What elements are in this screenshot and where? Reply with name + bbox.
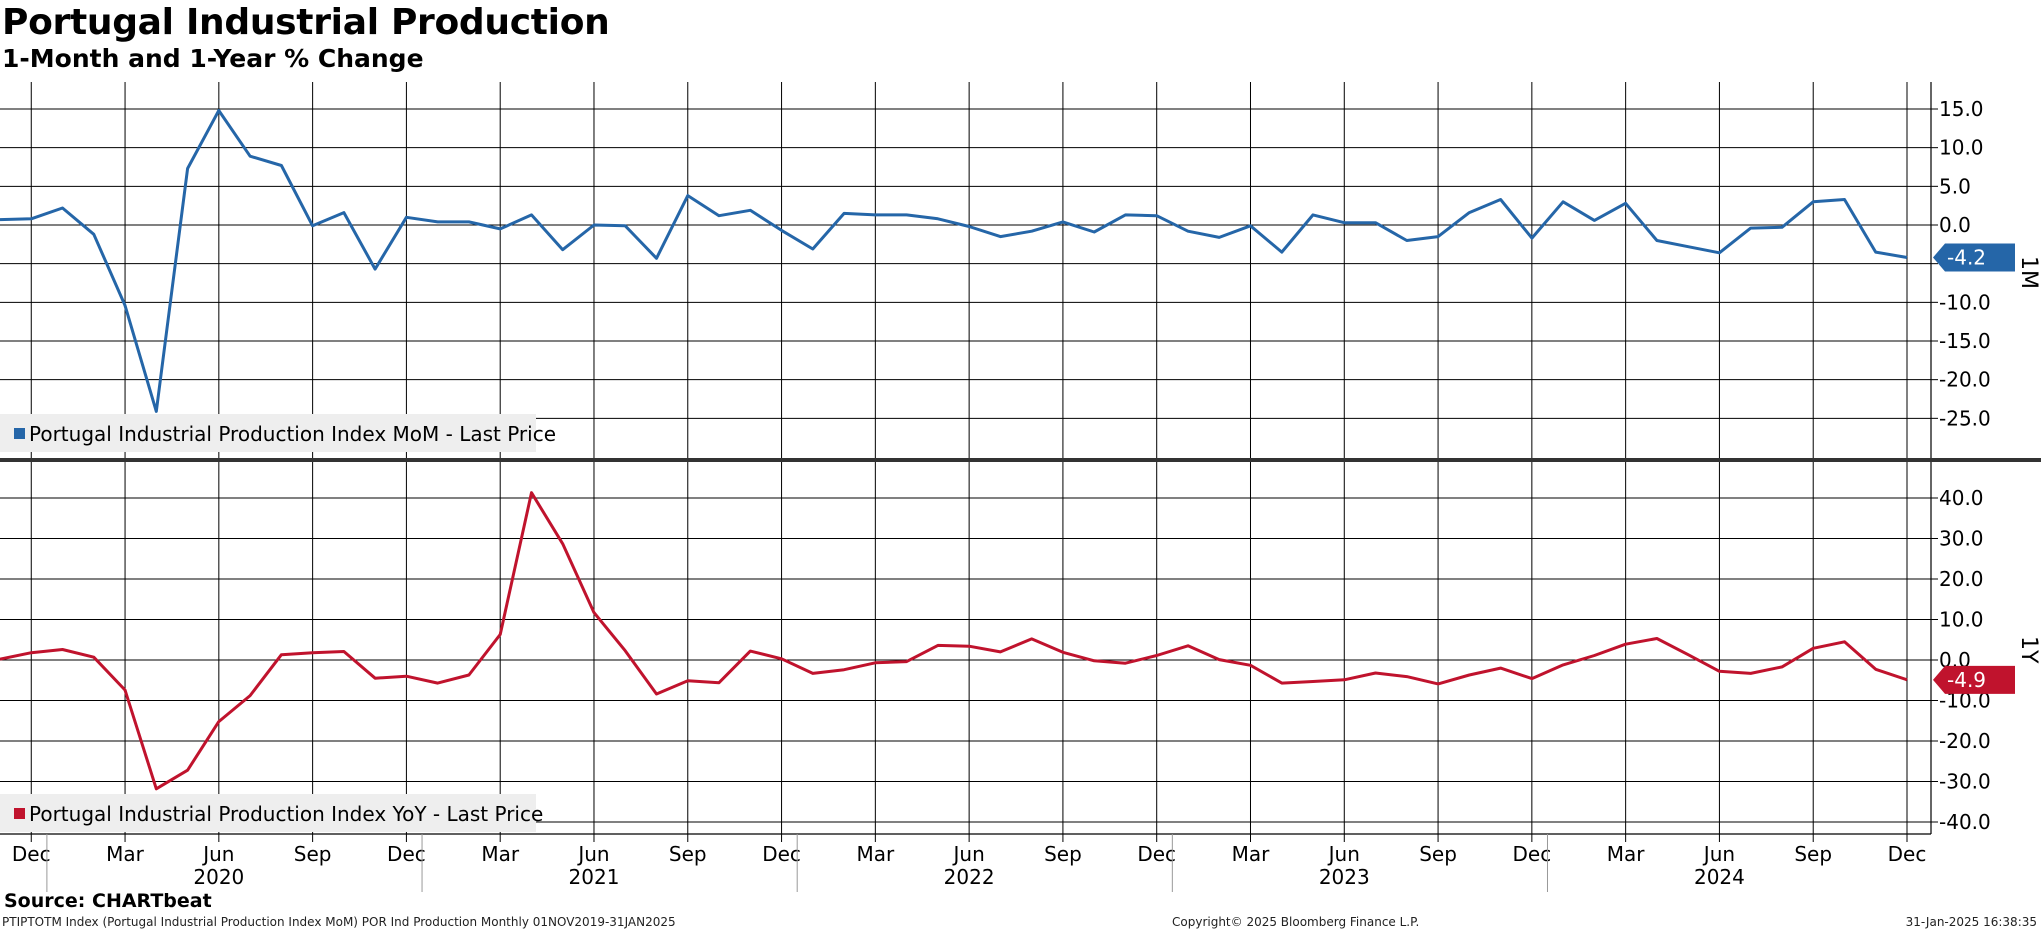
x-tick-label: Dec	[1137, 842, 1176, 866]
x-tick-label: Mar	[856, 842, 895, 866]
x-year-label: 2024	[1694, 865, 1745, 889]
x-tick-label: Jun	[576, 842, 609, 866]
legend: Portugal Industrial Production Index MoM…	[0, 414, 556, 452]
x-tick-label: Mar	[1232, 842, 1271, 866]
legend-background	[0, 794, 536, 832]
x-tick-label: Mar	[1607, 842, 1646, 866]
x-tick-label: Sep	[1794, 842, 1832, 866]
series-line	[0, 109, 1908, 413]
source-label: Source: CHARTbeat	[4, 890, 212, 912]
panel-label: 1Y	[2016, 636, 2041, 664]
last-value-label: -4.9	[1947, 668, 1986, 692]
chart-subtitle: 1-Month and 1-Year % Change	[2, 44, 424, 73]
y-tick-label: -10.0	[1939, 290, 1991, 314]
y-tick-label: -20.0	[1939, 368, 1991, 392]
legend: Portugal Industrial Production Index YoY…	[0, 794, 543, 832]
x-tick-label: Sep	[1419, 842, 1457, 866]
y-tick-label: 20.0	[1939, 567, 1984, 591]
chart-title: Portugal Industrial Production	[2, 2, 610, 43]
y-tick-label: 10.0	[1939, 136, 1984, 160]
legend-background	[0, 414, 536, 452]
y-tick-label: 10.0	[1939, 608, 1984, 632]
x-tick-label: Sep	[669, 842, 707, 866]
x-tick-label: Dec	[1888, 842, 1927, 866]
mom-panel: 15.010.05.00.0-5.0-10.0-15.0-20.0-25.0-4…	[0, 82, 2041, 459]
panel-divider	[0, 458, 2041, 462]
last-value-tag	[1933, 243, 2015, 272]
legend-swatch	[14, 428, 25, 439]
y-tick-label: 40.0	[1939, 486, 1984, 510]
legend-label: Portugal Industrial Production Index MoM…	[29, 422, 556, 446]
panel-label: 1M	[2016, 256, 2041, 289]
last-value-tag	[1933, 665, 2015, 694]
x-tick-label: Mar	[481, 842, 520, 866]
x-tick-label: Jun	[1702, 842, 1735, 866]
legend-label: Portugal Industrial Production Index YoY…	[29, 802, 543, 826]
y-tick-label: 15.0	[1939, 97, 1984, 121]
x-tick-label: Dec	[1513, 842, 1552, 866]
y-tick-label: -20.0	[1939, 729, 1991, 753]
timestamp: 31-Jan-2025 16:38:35	[1905, 915, 2037, 929]
x-year-label: 2022	[944, 865, 995, 889]
y-tick-label: -40.0	[1939, 810, 1991, 834]
x-year-label: 2023	[1319, 865, 1370, 889]
x-tick-label: Sep	[294, 842, 332, 866]
x-tick-label: Dec	[12, 842, 51, 866]
legend-swatch	[14, 808, 25, 819]
ticker-info: PTIPTOTM Index (Portugal Industrial Prod…	[2, 915, 676, 929]
y-tick-label: -30.0	[1939, 770, 1991, 794]
copyright: Copyright© 2025 Bloomberg Finance L.P.	[1172, 915, 1420, 929]
x-year-label: 2020	[193, 865, 244, 889]
x-tick-label: Dec	[387, 842, 426, 866]
x-tick-label: Jun	[1327, 842, 1360, 866]
x-tick-label: Dec	[762, 842, 801, 866]
y-tick-label: 30.0	[1939, 527, 1984, 551]
yoy-panel: 40.030.020.010.00.0-10.0-20.0-30.0-40.0-…	[0, 462, 2041, 834]
last-value-label: -4.2	[1947, 245, 1986, 269]
x-tick-label: Sep	[1044, 842, 1082, 866]
x-tick-label: Jun	[201, 842, 234, 866]
y-tick-label: -15.0	[1939, 329, 1991, 353]
x-tick-label: Mar	[106, 842, 145, 866]
y-tick-label: -25.0	[1939, 406, 1991, 430]
x-year-label: 2021	[569, 865, 620, 889]
x-tick-label: Jun	[952, 842, 985, 866]
y-tick-label: 5.0	[1939, 174, 1971, 198]
series-line	[0, 491, 1908, 791]
y-tick-label: 0.0	[1939, 213, 1971, 237]
